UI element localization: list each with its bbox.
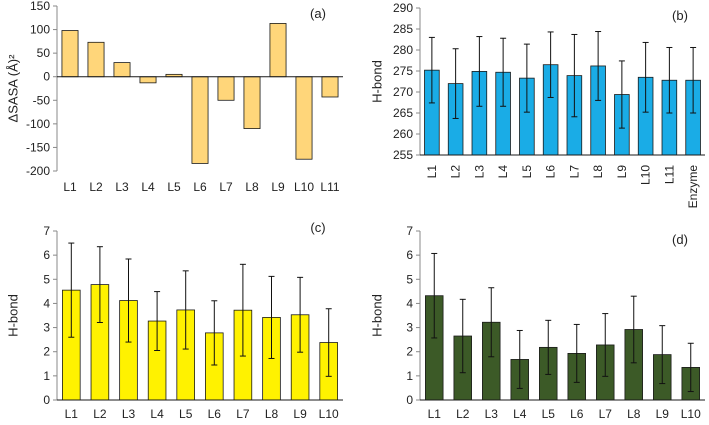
panel-d-group: 0 1 2 3 4 5 6 7 L1 L2 L3 L4 L5 L6 L7 L8 L9 L10 H-bond (d) (369, 224, 705, 421)
panel-d-y-tick-label: 4 (406, 296, 413, 310)
panel-c-x-tick-label: L5 (179, 407, 193, 421)
panel-d-x-tick-label: L5 (542, 407, 556, 421)
panel-c-y-tick-label: 7 (43, 224, 50, 238)
panel-c-panel-label: (c) (310, 220, 325, 235)
panel-d-y-tick-label: 5 (406, 272, 413, 286)
panel-b-x-tick-label: Enzyme (686, 165, 700, 209)
panel-a-y-tick-label: -50 (33, 93, 51, 107)
panel-d-x-tick-label: L10 (681, 407, 701, 421)
panel-a-y-tick-label: 50 (37, 46, 51, 60)
panel-d-x-tick-label: L8 (627, 407, 641, 421)
panel-c-y-tick-label: 5 (43, 272, 50, 286)
panel-b-group: 255 260 265 270 275 280 285 290 L1 L2 L3 L4 L5 L6 L7 L8… (369, 1, 705, 208)
panel-a-bar-L9 (269, 23, 287, 78)
panel-a-bar-L7 (217, 76, 235, 101)
panel-a-bar-L2 (87, 41, 105, 78)
panel-d-x-tick-label: L7 (599, 407, 613, 421)
panel-a-x-tick-label: L4 (141, 180, 155, 194)
panel-b-y-axis-label: H-bond (369, 60, 384, 103)
panel-a-x-tick-label: L2 (89, 180, 103, 194)
panel-d-x-tick-label: L2 (456, 407, 470, 421)
panel-c-group: 0 1 2 3 4 5 6 7 L1 L2 L3 L4 L5 L6 L7 L8 L9 L10 H-bond (c) (5, 220, 343, 421)
panel-c-y-tick-label: 6 (43, 248, 50, 262)
panel-b-x-tick-label: L10 (639, 165, 653, 185)
panel-a-x-tick-label: L5 (167, 180, 181, 194)
panel-b-x-tick-label: L4 (496, 165, 510, 179)
panel-c-x-tick-label: L2 (93, 407, 107, 421)
panel-b-y-tick-label: 270 (393, 85, 413, 99)
panel-b-y-tick-label: 265 (393, 106, 413, 120)
panel-c-y-tick-label: 3 (43, 321, 50, 335)
panel-d-y-axis-label: H-bond (369, 294, 384, 337)
panel-d-y-tick-label: 3 (406, 321, 413, 335)
panel-b-y-tick-label: 260 (393, 127, 413, 141)
panel-b-y-tick-label: 280 (393, 43, 413, 57)
panel-b-x-tick-label: L5 (520, 165, 534, 179)
panel-a-x-tick-label: L10 (294, 180, 314, 194)
panel-a-bar-L10 (295, 76, 313, 160)
panel-a-x-tick-label: L7 (219, 180, 233, 194)
panel-d-x-tick-label: L4 (513, 407, 527, 421)
panel-d-x-tick-label: L3 (485, 407, 499, 421)
panel-c-y-tick-label: 1 (43, 369, 50, 383)
panel-d-y-tick-label: 7 (406, 224, 413, 238)
panel-a-x-tick-label: L8 (245, 180, 259, 194)
panel-a-x-tick-label: L3 (115, 180, 129, 194)
panel-c-x-tick-label: L8 (265, 407, 279, 421)
panel-a-bar-L11 (321, 76, 339, 98)
panel-a-y-tick-label: 100 (30, 23, 50, 37)
panel-a-bar-L6 (191, 76, 209, 164)
panel-b-x-tick-label: L7 (567, 165, 581, 179)
panel-d-x-tick-label: L6 (570, 407, 584, 421)
panel-c-x-tick-label: L10 (319, 407, 339, 421)
panel-b-x-tick-label: L11 (662, 165, 676, 184)
panel-a-bar-L4 (139, 76, 157, 84)
panel-a-x-tick-label: L9 (271, 180, 285, 194)
panel-a-bar-L8 (243, 76, 261, 129)
panel-a-x-tick-label: L11 (320, 180, 339, 194)
panel-a-y-tick-label: -100 (26, 117, 50, 131)
panel-a-y-tick-label: 0 (43, 70, 50, 84)
panel-b-x-tick-label: L1 (425, 165, 439, 179)
panel-b-x-tick-label: L8 (591, 165, 605, 179)
panel-b-y-tick-label: 275 (393, 64, 413, 78)
panel-c-y-tick-label: 4 (43, 296, 50, 310)
panel-c-x-tick-label: L3 (122, 407, 136, 421)
panel-a-y-tick-label: -150 (26, 140, 50, 154)
panel-d-x-tick-label: L9 (656, 407, 670, 421)
panel-a-y-tick-label: 150 (30, 0, 50, 13)
panel-b-x-tick-label: L6 (544, 165, 558, 179)
panel-c-y-axis-label: H-bond (5, 294, 20, 337)
panel-d-y-tick-label: 0 (406, 393, 413, 407)
panel-a-y-tick-label: -200 (26, 164, 50, 178)
panel-c-y-tick-label: 2 (43, 345, 50, 359)
panel-b-x-tick-label: L2 (449, 165, 463, 179)
panel-b-x-tick-label: L9 (615, 165, 629, 179)
panel-a-x-tick-label: L6 (193, 180, 207, 194)
panel-a-panel-label: (a) (310, 6, 326, 21)
panel-b-x-tick-label: L3 (472, 165, 486, 179)
panel-b-y-tick-label: 290 (393, 1, 413, 15)
panel-c-y-tick-label: 0 (43, 393, 50, 407)
panel-c-x-tick-label: L9 (293, 407, 307, 421)
panel-d-panel-label: (d) (672, 232, 688, 247)
panel-d-y-tick-label: 6 (406, 248, 413, 262)
panel-b-y-tick-label: 285 (393, 22, 413, 36)
panel-a-bar-L3 (113, 62, 131, 78)
panel-b-panel-label: (b) (672, 8, 688, 23)
panel-a-bar-L1 (61, 30, 79, 78)
panel-d-y-tick-label: 1 (406, 369, 413, 383)
panel-a-group: -200 -150 -100 -50 0 50 100 150 L1 L2 L3 L4 L5 L6 L7 L8… (5, 0, 343, 194)
panel-b-y-tick-label: 255 (393, 148, 413, 162)
panel-c-x-tick-label: L1 (65, 407, 79, 421)
panel-c-x-tick-label: L6 (208, 407, 222, 421)
panel-d-x-tick-label: L1 (428, 407, 442, 421)
panel-a-y-axis-label: ΔSASA (Å)² (5, 54, 20, 123)
panel-d-y-tick-label: 2 (406, 345, 413, 359)
panel-a-x-tick-label: L1 (63, 180, 77, 194)
panel-c-x-tick-label: L7 (236, 407, 250, 421)
panel-c-x-tick-label: L4 (150, 407, 164, 421)
